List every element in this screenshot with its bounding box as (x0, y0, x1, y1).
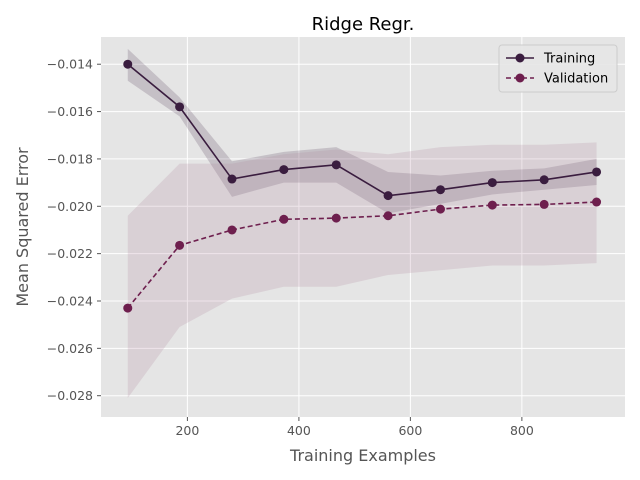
training-point (383, 191, 393, 201)
legend-label-training: Training (543, 52, 595, 67)
chart-title: Ridge Regr. (312, 14, 415, 35)
training-point (539, 175, 549, 185)
training-point (487, 178, 497, 188)
y-tick-label: −0.016 (47, 104, 93, 119)
x-axis-label: Training Examples (289, 446, 436, 465)
y-tick-label: −0.028 (47, 388, 93, 403)
y-axis-ticks: −0.028 −0.026 −0.024 −0.022 −0.020 −0.018 −0.0… (47, 57, 101, 403)
x-tick-label: 400 (287, 423, 311, 438)
validation-point (539, 199, 549, 209)
x-tick-label: 200 (175, 423, 199, 438)
validation-point (279, 214, 289, 224)
plot-area (101, 37, 625, 417)
y-tick-label: −0.022 (47, 246, 93, 261)
legend: Training Validation (498, 44, 618, 93)
grid-lines (101, 37, 625, 417)
y-tick-label: −0.020 (47, 199, 93, 214)
validation-point (592, 197, 602, 207)
training-point (592, 167, 602, 177)
validation-point (175, 240, 185, 250)
training-point (435, 185, 445, 195)
validation-point (227, 225, 237, 235)
y-tick-label: −0.018 (47, 151, 93, 166)
y-axis-label: Mean Squared Error (13, 147, 32, 307)
x-axis-ticks: 200 400 600 800 (175, 417, 534, 438)
validation-point (487, 200, 497, 210)
legend-label-validation: Validation (544, 72, 608, 87)
training-point (331, 160, 341, 170)
x-tick-label: 800 (510, 423, 534, 438)
series-points (123, 59, 602, 313)
training-confidence-band (127, 48, 597, 214)
y-tick-label: −0.026 (47, 341, 93, 356)
validation-point (383, 211, 393, 221)
training-point (175, 102, 185, 112)
series-lines (127, 63, 597, 309)
training-point (227, 174, 237, 184)
y-tick-label: −0.014 (47, 57, 93, 72)
training-point (123, 59, 133, 69)
validation-point (123, 303, 133, 313)
training-line (127, 63, 597, 197)
x-tick-label: 600 (398, 423, 422, 438)
y-tick-label: −0.024 (47, 293, 93, 308)
legend-marker-validation (515, 73, 525, 83)
legend-frame (498, 44, 618, 93)
validation-line (127, 201, 597, 309)
validation-point (331, 213, 341, 223)
validation-point (435, 204, 445, 214)
training-point (279, 165, 289, 175)
legend-marker-training (515, 53, 525, 63)
